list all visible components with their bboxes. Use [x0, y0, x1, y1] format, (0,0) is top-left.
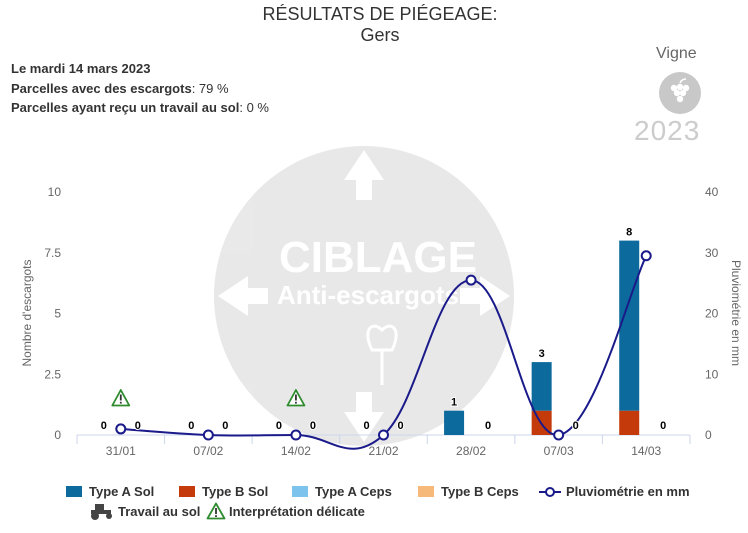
legend-line-icon [539, 486, 561, 497]
legend-label-type-b-ceps: Type B Ceps [441, 484, 519, 499]
info-snails: Parcelles avec des escargots: 79 % [11, 81, 229, 96]
rain-point [640, 250, 652, 262]
warning-exclamation-bar [119, 394, 122, 401]
y-left-tick-label: 2.5 [44, 367, 61, 381]
x-tick-label: 31/01 [106, 444, 136, 458]
data-label-ceps: 0 [485, 420, 491, 432]
x-tick-label: 28/02 [456, 444, 486, 458]
data-label-sol: 0 [363, 420, 369, 432]
y-left-tick-label: 7.5 [44, 246, 61, 260]
y-right-tick-label: 20 [705, 307, 719, 321]
warning-triangle-icon [111, 389, 131, 407]
info-date: Le mardi 14 mars 2023 [11, 61, 150, 76]
y-left-tick-label: 5 [54, 307, 61, 321]
data-label-ceps: 0 [135, 420, 141, 432]
data-label-sol: 1 [451, 397, 457, 409]
legend-label-rain: Pluviométrie en mm [566, 484, 690, 499]
watermark-line-1: CIBLAGE [279, 233, 477, 282]
year-label: 2023 [634, 115, 701, 146]
x-tick-label: 14/03 [631, 444, 661, 458]
x-tick-label: 21/02 [368, 444, 398, 458]
snails-label: Parcelles avec des escargots [11, 81, 192, 96]
x-tick-label: 07/03 [544, 444, 574, 458]
watermark-snail-hand [366, 324, 398, 385]
bars [444, 240, 640, 435]
axes: Nombre d'escargots Pluviométrie en mm [20, 259, 743, 436]
warnings [111, 389, 306, 407]
legend-swatch-type-a-sol [66, 486, 82, 497]
legend-label-type-b-sol: Type B Sol [202, 484, 269, 499]
data-label-ceps: 0 [660, 420, 666, 432]
watermark: CIBLAGE Anti-escargots [214, 146, 514, 446]
data-label-ceps: 0 [222, 420, 228, 432]
date-text: Le mardi 14 mars 2023 [11, 61, 151, 76]
rain-line [120, 255, 648, 450]
y-right-tick-label: 10 [705, 367, 719, 381]
y-right-tick-label: 40 [705, 185, 719, 199]
rain-point [115, 423, 127, 435]
watermark-line-2: Anti-escargots [277, 280, 459, 310]
x-tick-label: 07/02 [193, 444, 223, 458]
watermark-disc [214, 146, 514, 446]
legend-delicate[interactable]: Interprétation délicate [206, 502, 365, 520]
bar-type-a-sol [531, 362, 552, 411]
legend-label-type-a-sol: Type A Sol [89, 484, 155, 499]
rain-point [553, 429, 565, 441]
legend-swatch-type-b-sol [179, 486, 195, 497]
warning-exclamation-bar [295, 394, 297, 401]
legend-swatch-type-b-ceps [418, 486, 434, 497]
soilwork-value: : 0 % [239, 100, 269, 115]
legend-swatch-type-a-ceps [292, 486, 308, 497]
watermark-arrows [218, 150, 510, 442]
warning-exclamation-dot [295, 401, 297, 404]
bar-type-a-sol [619, 240, 640, 411]
y-left-tick-label: 0 [54, 428, 61, 442]
data-label-sol: 0 [101, 420, 107, 432]
legend-type-b-ceps[interactable]: Type B Ceps [418, 484, 519, 499]
legend-rain[interactable]: Pluviométrie en mm [539, 484, 690, 499]
y-axis-left-title: Nombre d'escargots [20, 259, 34, 366]
rain-point [465, 274, 477, 286]
data-label-sol: 8 [626, 227, 632, 239]
rain-point [202, 429, 214, 441]
y-right-tick-label: 30 [705, 246, 719, 260]
y-axis-right-title: Pluviométrie en mm [729, 260, 743, 366]
data-label-sol: 3 [539, 348, 545, 360]
warning-triangle-icon [286, 389, 306, 407]
rain-series [115, 250, 652, 450]
tractor-icon [91, 504, 112, 520]
soilwork-label: Parcelles ayant reçu un travail au sol [11, 100, 240, 115]
legend-type-a-sol[interactable]: Type A Sol [66, 484, 154, 499]
data-label-sol: 0 [276, 420, 282, 432]
y-right-tick-label: 0 [705, 428, 712, 442]
data-label-ceps: 0 [573, 420, 579, 432]
legend-type-b-sol[interactable]: Type B Sol [179, 484, 268, 499]
legend-label-soil-work: Travail au sol [118, 503, 201, 519]
grape-icon [659, 72, 701, 114]
warning-exclamation-dot [119, 401, 122, 404]
chart-title: RÉSULTATS DE PIÉGEAGE: Gers [0, 4, 748, 46]
snails-value: : 79 % [191, 81, 229, 96]
title-line-2: Gers [360, 25, 400, 45]
bar-type-b-sol [619, 410, 640, 435]
legend-type-a-ceps[interactable]: Type A Ceps [292, 484, 392, 499]
bar-type-a-sol [444, 410, 465, 435]
rain-point [378, 429, 389, 441]
x-tick-label: 14/02 [281, 444, 311, 458]
data-labels: 0 0 0 0 0 0 0 0 1 0 3 0 8 0 [100, 226, 668, 433]
info-soilwork: Parcelles ayant reçu un travail au sol: … [11, 100, 269, 115]
legend-soil-work[interactable]: Travail au sol [88, 502, 200, 520]
rain-point [290, 429, 302, 441]
legend-label-delicate: Interprétation délicate [229, 503, 365, 519]
data-label-sol: 0 [188, 420, 194, 432]
warning-triangle-icon [206, 502, 226, 520]
crop-label: Vigne [656, 45, 697, 62]
data-label-ceps: 0 [397, 420, 403, 432]
y-left-tick-label: 10 [48, 185, 62, 199]
legend-label-type-a-ceps: Type A Ceps [315, 484, 392, 499]
title-line-1: RÉSULTATS DE PIÉGEAGE: [262, 4, 498, 24]
data-label-ceps: 0 [310, 420, 316, 432]
